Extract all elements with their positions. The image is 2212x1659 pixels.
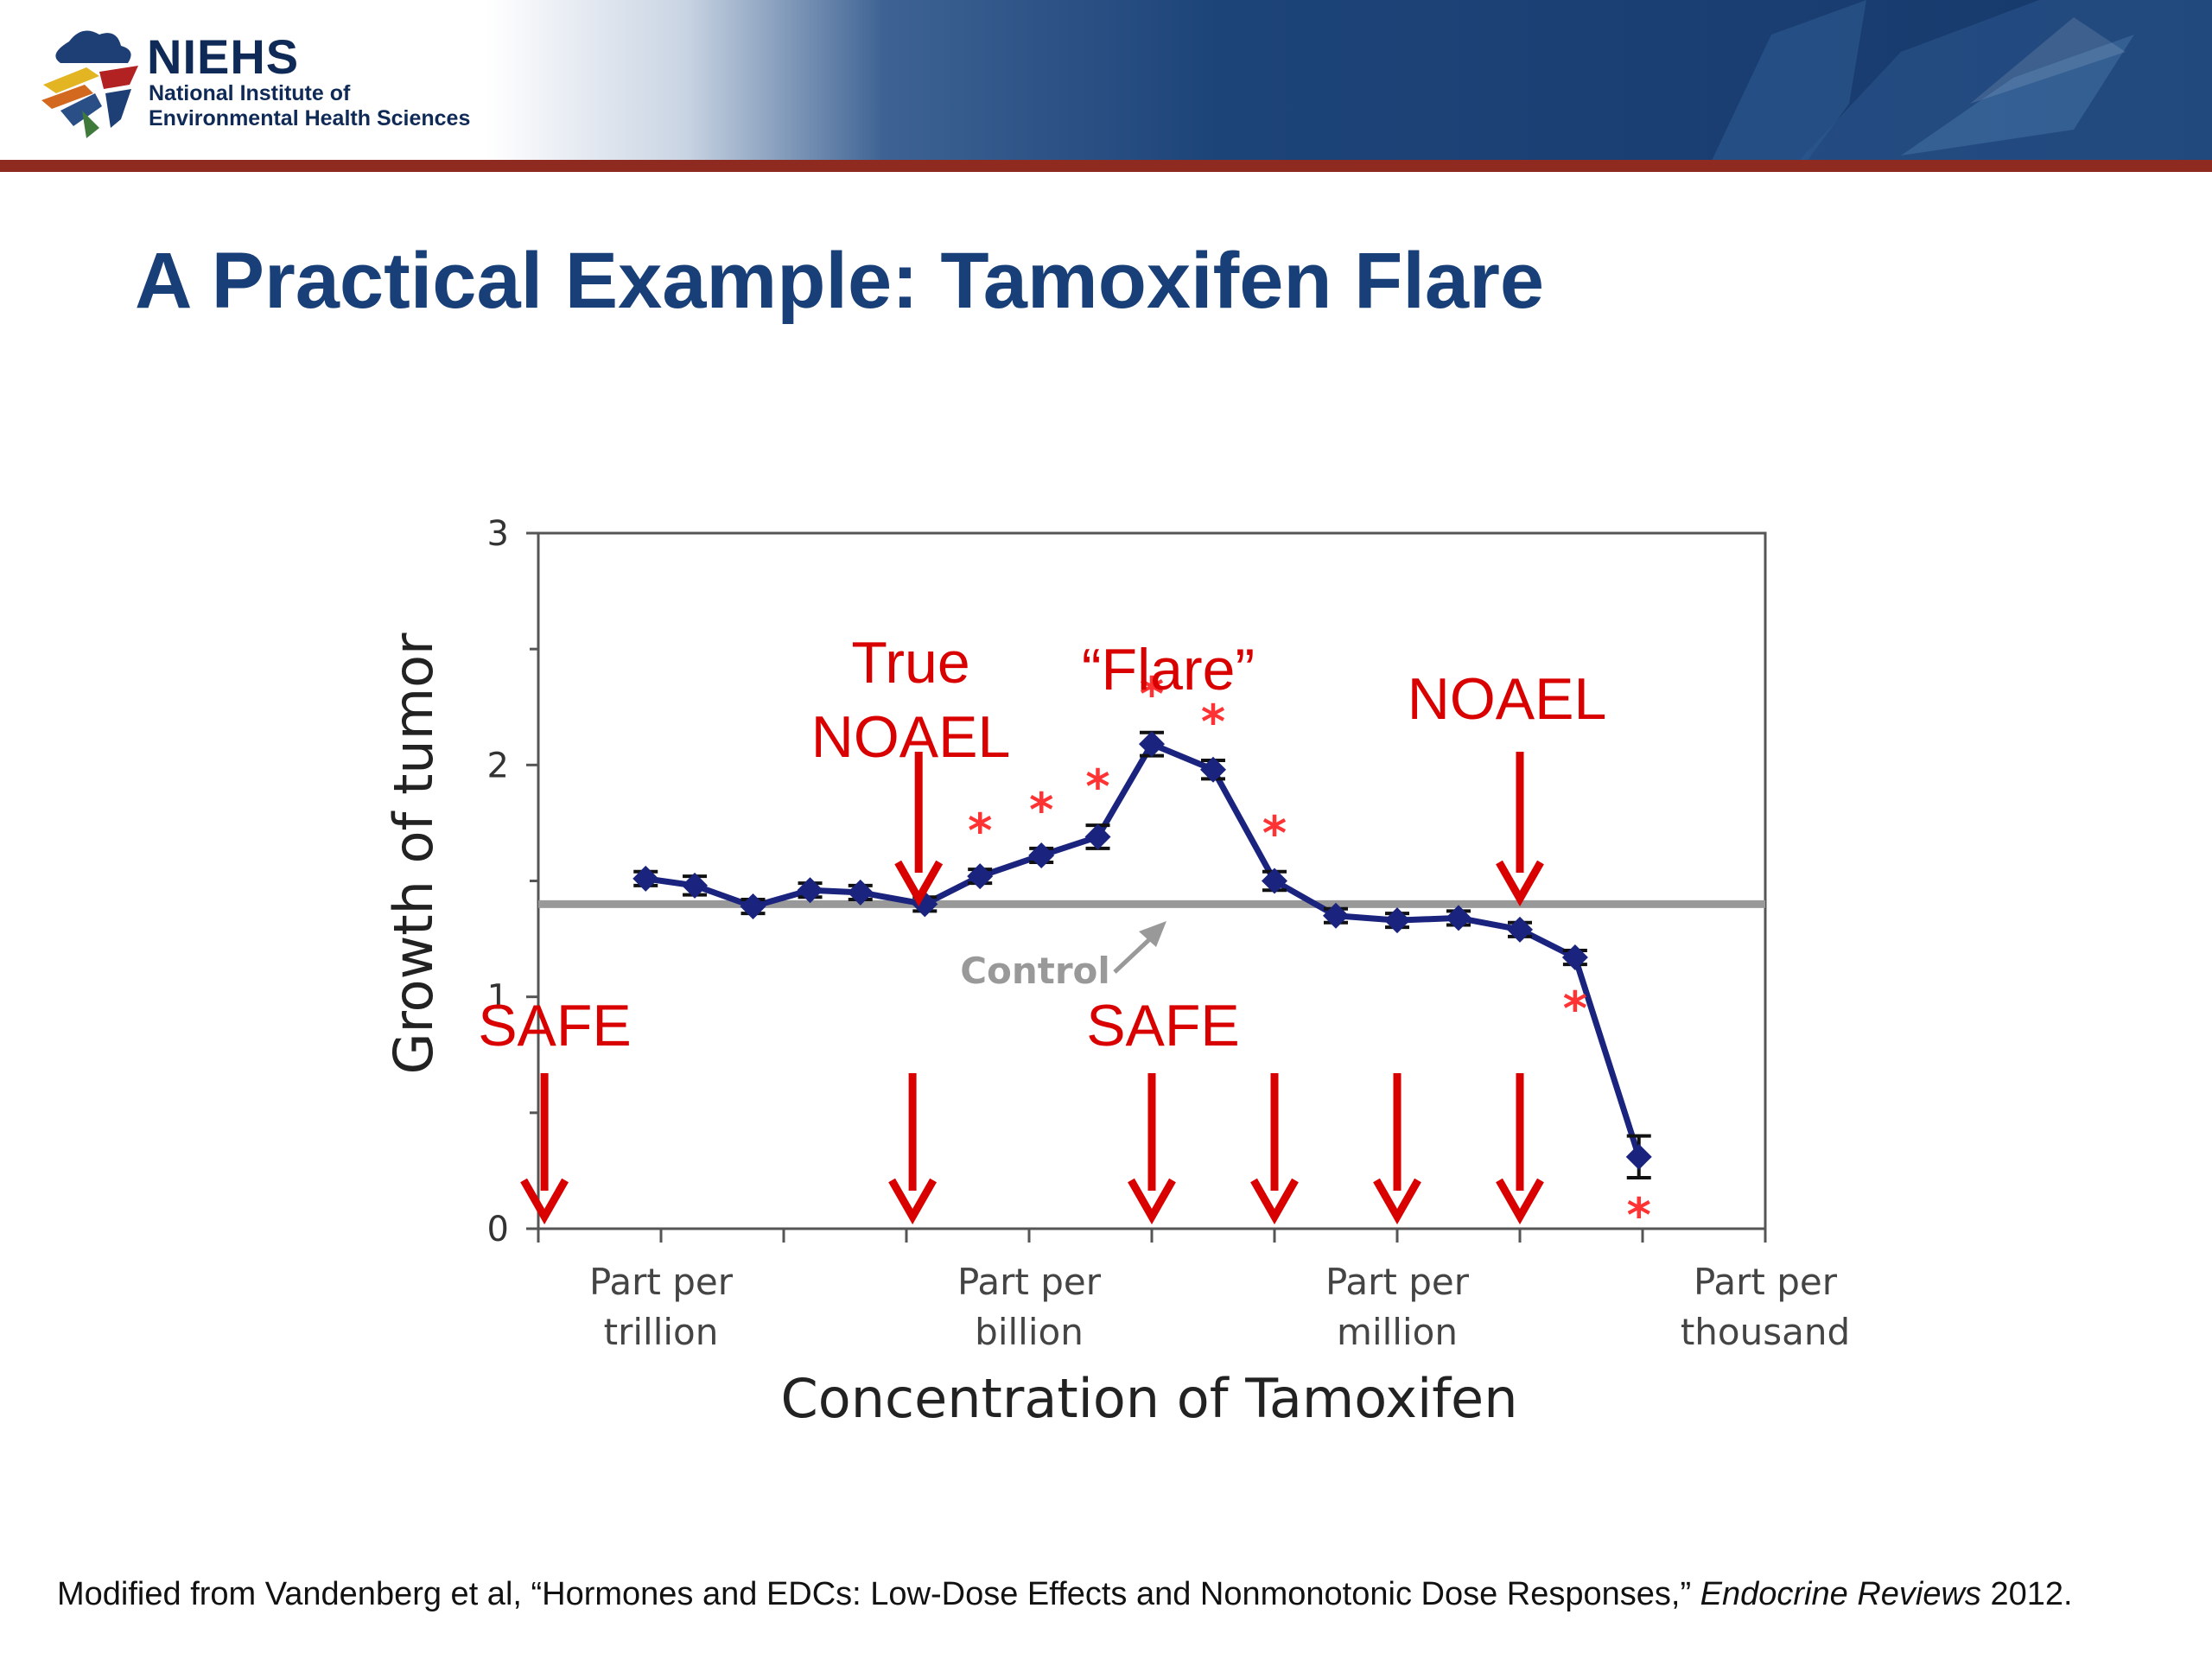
x-tick-label-line-1: Part per	[1694, 1261, 1838, 1303]
significance-marker: *	[1627, 1188, 1651, 1243]
control-label: Control	[960, 950, 1110, 992]
noael-arrow	[1496, 752, 1544, 907]
logo-subtitle-line-1: National Institute of	[149, 81, 351, 105]
y-tick-label: 0	[487, 1210, 509, 1249]
flare-label: “Flare”	[1082, 637, 1255, 702]
control-pointer-head	[1139, 921, 1166, 947]
noael-label: NOAEL	[1408, 666, 1607, 732]
noael-arrow-head	[1496, 860, 1544, 907]
header-banner: NIEHS National Institute of Environmenta…	[0, 0, 2212, 162]
safe-arrow	[888, 1073, 938, 1225]
safe-arrow	[1128, 1073, 1176, 1225]
citation-footnote: Modified from Vandenberg et al, “Hormone…	[57, 1574, 2073, 1614]
data-point	[1446, 905, 1471, 931]
y-axis-title: Growth of tumor	[382, 632, 445, 1075]
safe-arrow	[1373, 1073, 1421, 1225]
x-tick-label-line-1: Part per	[957, 1261, 1102, 1303]
safe-arrow-head	[1128, 1178, 1176, 1225]
series-line	[645, 741, 1643, 1158]
safe-label-center: SAFE	[1086, 993, 1240, 1058]
safe-arrow-head	[1250, 1178, 1299, 1225]
significance-marker: *	[1085, 760, 1109, 814]
logo-subtitle-line-2: Environmental Health Sciences	[149, 106, 471, 130]
significance-marker: *	[1029, 783, 1053, 837]
significance-marker: *	[1262, 806, 1287, 861]
data-point	[847, 879, 874, 906]
true-noael-label-line-1: True	[851, 630, 969, 696]
data-point	[1028, 842, 1055, 868]
x-tick-label-line-1: Part per	[589, 1261, 734, 1303]
data-point	[1084, 823, 1111, 850]
data-point	[1625, 1143, 1652, 1170]
data-point	[1139, 731, 1165, 758]
significance-marker: *	[1140, 667, 1164, 721]
safe-arrow-head	[888, 1178, 938, 1225]
x-tick-label-line-2: billion	[975, 1311, 1084, 1353]
significance-marker: *	[968, 804, 992, 858]
citation-text: Modified from Vandenberg et al, “Hormone…	[57, 1576, 1700, 1612]
x-tick-label-line-2: trillion	[604, 1311, 719, 1353]
niehs-emblem-icon	[41, 30, 138, 138]
data-point	[797, 877, 823, 904]
data-point	[632, 865, 659, 892]
safe-arrow-head	[1496, 1178, 1544, 1225]
safe-arrow-head	[520, 1178, 569, 1225]
header-rule	[0, 160, 2212, 172]
true-noael-arrow-head	[894, 860, 944, 907]
safe-arrow-head	[1373, 1178, 1421, 1225]
y-tick-label: 2	[487, 746, 509, 785]
safe-arrow	[520, 1073, 569, 1225]
y-tick-label: 3	[487, 514, 509, 554]
true-noael-label-line-2: NOAEL	[811, 704, 1011, 770]
data-point	[682, 872, 709, 899]
data-point	[1323, 902, 1349, 929]
x-axis-title: Concentration of Tamoxifen	[781, 1367, 1518, 1430]
citation-year: 2012.	[1980, 1576, 2073, 1612]
data-point	[967, 863, 994, 890]
data-point	[1200, 756, 1226, 783]
logo-subtitle: National Institute of Environmental Heal…	[149, 81, 470, 131]
data-point	[1561, 944, 1588, 971]
significance-marker: *	[1563, 982, 1587, 1036]
logo-name: NIEHS	[147, 29, 300, 84]
safe-arrow	[1250, 1073, 1299, 1225]
y-tick-label: 1	[487, 978, 509, 1018]
data-point	[1507, 916, 1533, 943]
x-tick-label-line-2: million	[1337, 1311, 1458, 1353]
banner-decoration	[1711, 0, 2212, 162]
slide-title: A Practical Example: Tamoxifen Flare	[135, 237, 1545, 325]
significance-marker: *	[1201, 695, 1225, 749]
x-tick-label-line-2: thousand	[1681, 1311, 1850, 1353]
data-point	[1262, 868, 1287, 894]
x-tick-label-line-1: Part per	[1325, 1261, 1470, 1303]
data-point	[740, 893, 766, 920]
safe-arrow	[1496, 1073, 1544, 1225]
niehs-logo[interactable]: NIEHS National Institute of Environmenta…	[35, 24, 518, 145]
safe-label-left: SAFE	[478, 993, 632, 1058]
citation-journal: Endocrine Reviews	[1700, 1576, 1981, 1612]
true-noael-arrow	[894, 752, 944, 907]
data-point	[1384, 907, 1410, 934]
